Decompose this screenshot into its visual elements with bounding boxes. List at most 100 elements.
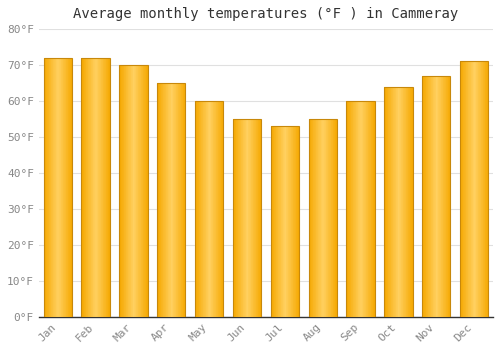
- Bar: [202, 101, 203, 317]
- Bar: [147, 65, 148, 317]
- Bar: [254, 119, 255, 317]
- Bar: [364, 101, 365, 317]
- Bar: [465, 62, 466, 317]
- Bar: [335, 119, 336, 317]
- Bar: [275, 126, 276, 317]
- Bar: [485, 62, 486, 317]
- Bar: [85, 58, 86, 317]
- Bar: [486, 62, 487, 317]
- Bar: [428, 76, 429, 317]
- Bar: [47, 58, 48, 317]
- Bar: [404, 86, 405, 317]
- Bar: [394, 86, 395, 317]
- Bar: [446, 76, 447, 317]
- Bar: [139, 65, 140, 317]
- Bar: [199, 101, 200, 317]
- Bar: [372, 101, 374, 317]
- Bar: [215, 101, 216, 317]
- Bar: [278, 126, 279, 317]
- Bar: [92, 58, 94, 317]
- Bar: [466, 62, 467, 317]
- Bar: [52, 58, 53, 317]
- Bar: [129, 65, 130, 317]
- Bar: [252, 119, 254, 317]
- Bar: [286, 126, 287, 317]
- Bar: [472, 62, 474, 317]
- Bar: [374, 101, 375, 317]
- Bar: [291, 126, 292, 317]
- Bar: [484, 62, 485, 317]
- Bar: [89, 58, 90, 317]
- Bar: [371, 101, 372, 317]
- Bar: [260, 119, 261, 317]
- Bar: [429, 76, 430, 317]
- Bar: [64, 58, 65, 317]
- Bar: [282, 126, 284, 317]
- Bar: [108, 58, 109, 317]
- Bar: [218, 101, 219, 317]
- Bar: [62, 58, 64, 317]
- Bar: [244, 119, 245, 317]
- Bar: [348, 101, 349, 317]
- Bar: [462, 62, 463, 317]
- Bar: [86, 58, 87, 317]
- Bar: [469, 62, 470, 317]
- Bar: [181, 83, 182, 317]
- Bar: [208, 101, 209, 317]
- Bar: [102, 58, 104, 317]
- Bar: [463, 62, 464, 317]
- Bar: [240, 119, 242, 317]
- Bar: [447, 76, 448, 317]
- Bar: [460, 62, 488, 317]
- Bar: [196, 101, 197, 317]
- Bar: [276, 126, 277, 317]
- Bar: [132, 65, 134, 317]
- Bar: [385, 86, 386, 317]
- Bar: [255, 119, 256, 317]
- Bar: [358, 101, 359, 317]
- Bar: [308, 119, 309, 317]
- Bar: [105, 58, 106, 317]
- Bar: [157, 83, 186, 317]
- Bar: [165, 83, 166, 317]
- Bar: [248, 119, 249, 317]
- Bar: [69, 58, 70, 317]
- Bar: [236, 119, 237, 317]
- Bar: [477, 62, 478, 317]
- Bar: [432, 76, 434, 317]
- Bar: [410, 86, 411, 317]
- Bar: [170, 83, 172, 317]
- Bar: [66, 58, 67, 317]
- Bar: [389, 86, 390, 317]
- Bar: [468, 62, 469, 317]
- Bar: [437, 76, 438, 317]
- Bar: [160, 83, 162, 317]
- Bar: [430, 76, 432, 317]
- Bar: [479, 62, 480, 317]
- Bar: [290, 126, 291, 317]
- Bar: [205, 101, 206, 317]
- Bar: [239, 119, 240, 317]
- Bar: [120, 65, 122, 317]
- Bar: [386, 86, 387, 317]
- Bar: [398, 86, 399, 317]
- Bar: [126, 65, 127, 317]
- Bar: [353, 101, 354, 317]
- Bar: [258, 119, 259, 317]
- Bar: [104, 58, 105, 317]
- Bar: [438, 76, 439, 317]
- Bar: [49, 58, 50, 317]
- Bar: [411, 86, 412, 317]
- Bar: [439, 76, 440, 317]
- Bar: [405, 86, 406, 317]
- Bar: [349, 101, 350, 317]
- Bar: [445, 76, 446, 317]
- Bar: [399, 86, 400, 317]
- Bar: [310, 119, 312, 317]
- Bar: [319, 119, 320, 317]
- Bar: [200, 101, 202, 317]
- Bar: [270, 126, 299, 317]
- Bar: [84, 58, 85, 317]
- Bar: [362, 101, 364, 317]
- Bar: [238, 119, 239, 317]
